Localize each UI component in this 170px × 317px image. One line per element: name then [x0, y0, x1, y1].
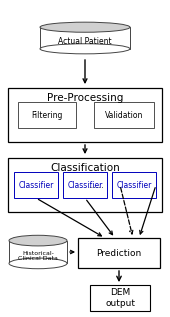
Text: ......: ......: [88, 180, 104, 190]
Text: Actual Patient: Actual Patient: [58, 37, 112, 47]
Bar: [9, 241, 67, 263]
Text: Classification: Classification: [50, 163, 120, 173]
Text: Classifier: Classifier: [18, 180, 54, 190]
Ellipse shape: [40, 44, 130, 54]
Ellipse shape: [9, 235, 67, 246]
Bar: [8, 158, 162, 212]
Text: Historical-
Clinical Data: Historical- Clinical Data: [18, 251, 58, 262]
Ellipse shape: [40, 22, 130, 32]
Bar: [40, 27, 130, 49]
Bar: [18, 102, 76, 128]
Bar: [112, 172, 156, 198]
Bar: [63, 172, 107, 198]
Bar: [14, 172, 58, 198]
Bar: [78, 238, 160, 268]
Text: Prediction: Prediction: [96, 249, 142, 257]
Text: Pre-Processing: Pre-Processing: [47, 93, 123, 103]
Text: Filtering: Filtering: [31, 111, 63, 120]
Ellipse shape: [9, 258, 67, 269]
Text: Validation: Validation: [105, 111, 143, 120]
Bar: [94, 102, 154, 128]
Bar: [90, 285, 150, 311]
Text: DEM
output: DEM output: [105, 288, 135, 308]
Text: Classifier: Classifier: [116, 180, 152, 190]
Bar: [8, 88, 162, 142]
Text: Classifier: Classifier: [67, 180, 103, 190]
